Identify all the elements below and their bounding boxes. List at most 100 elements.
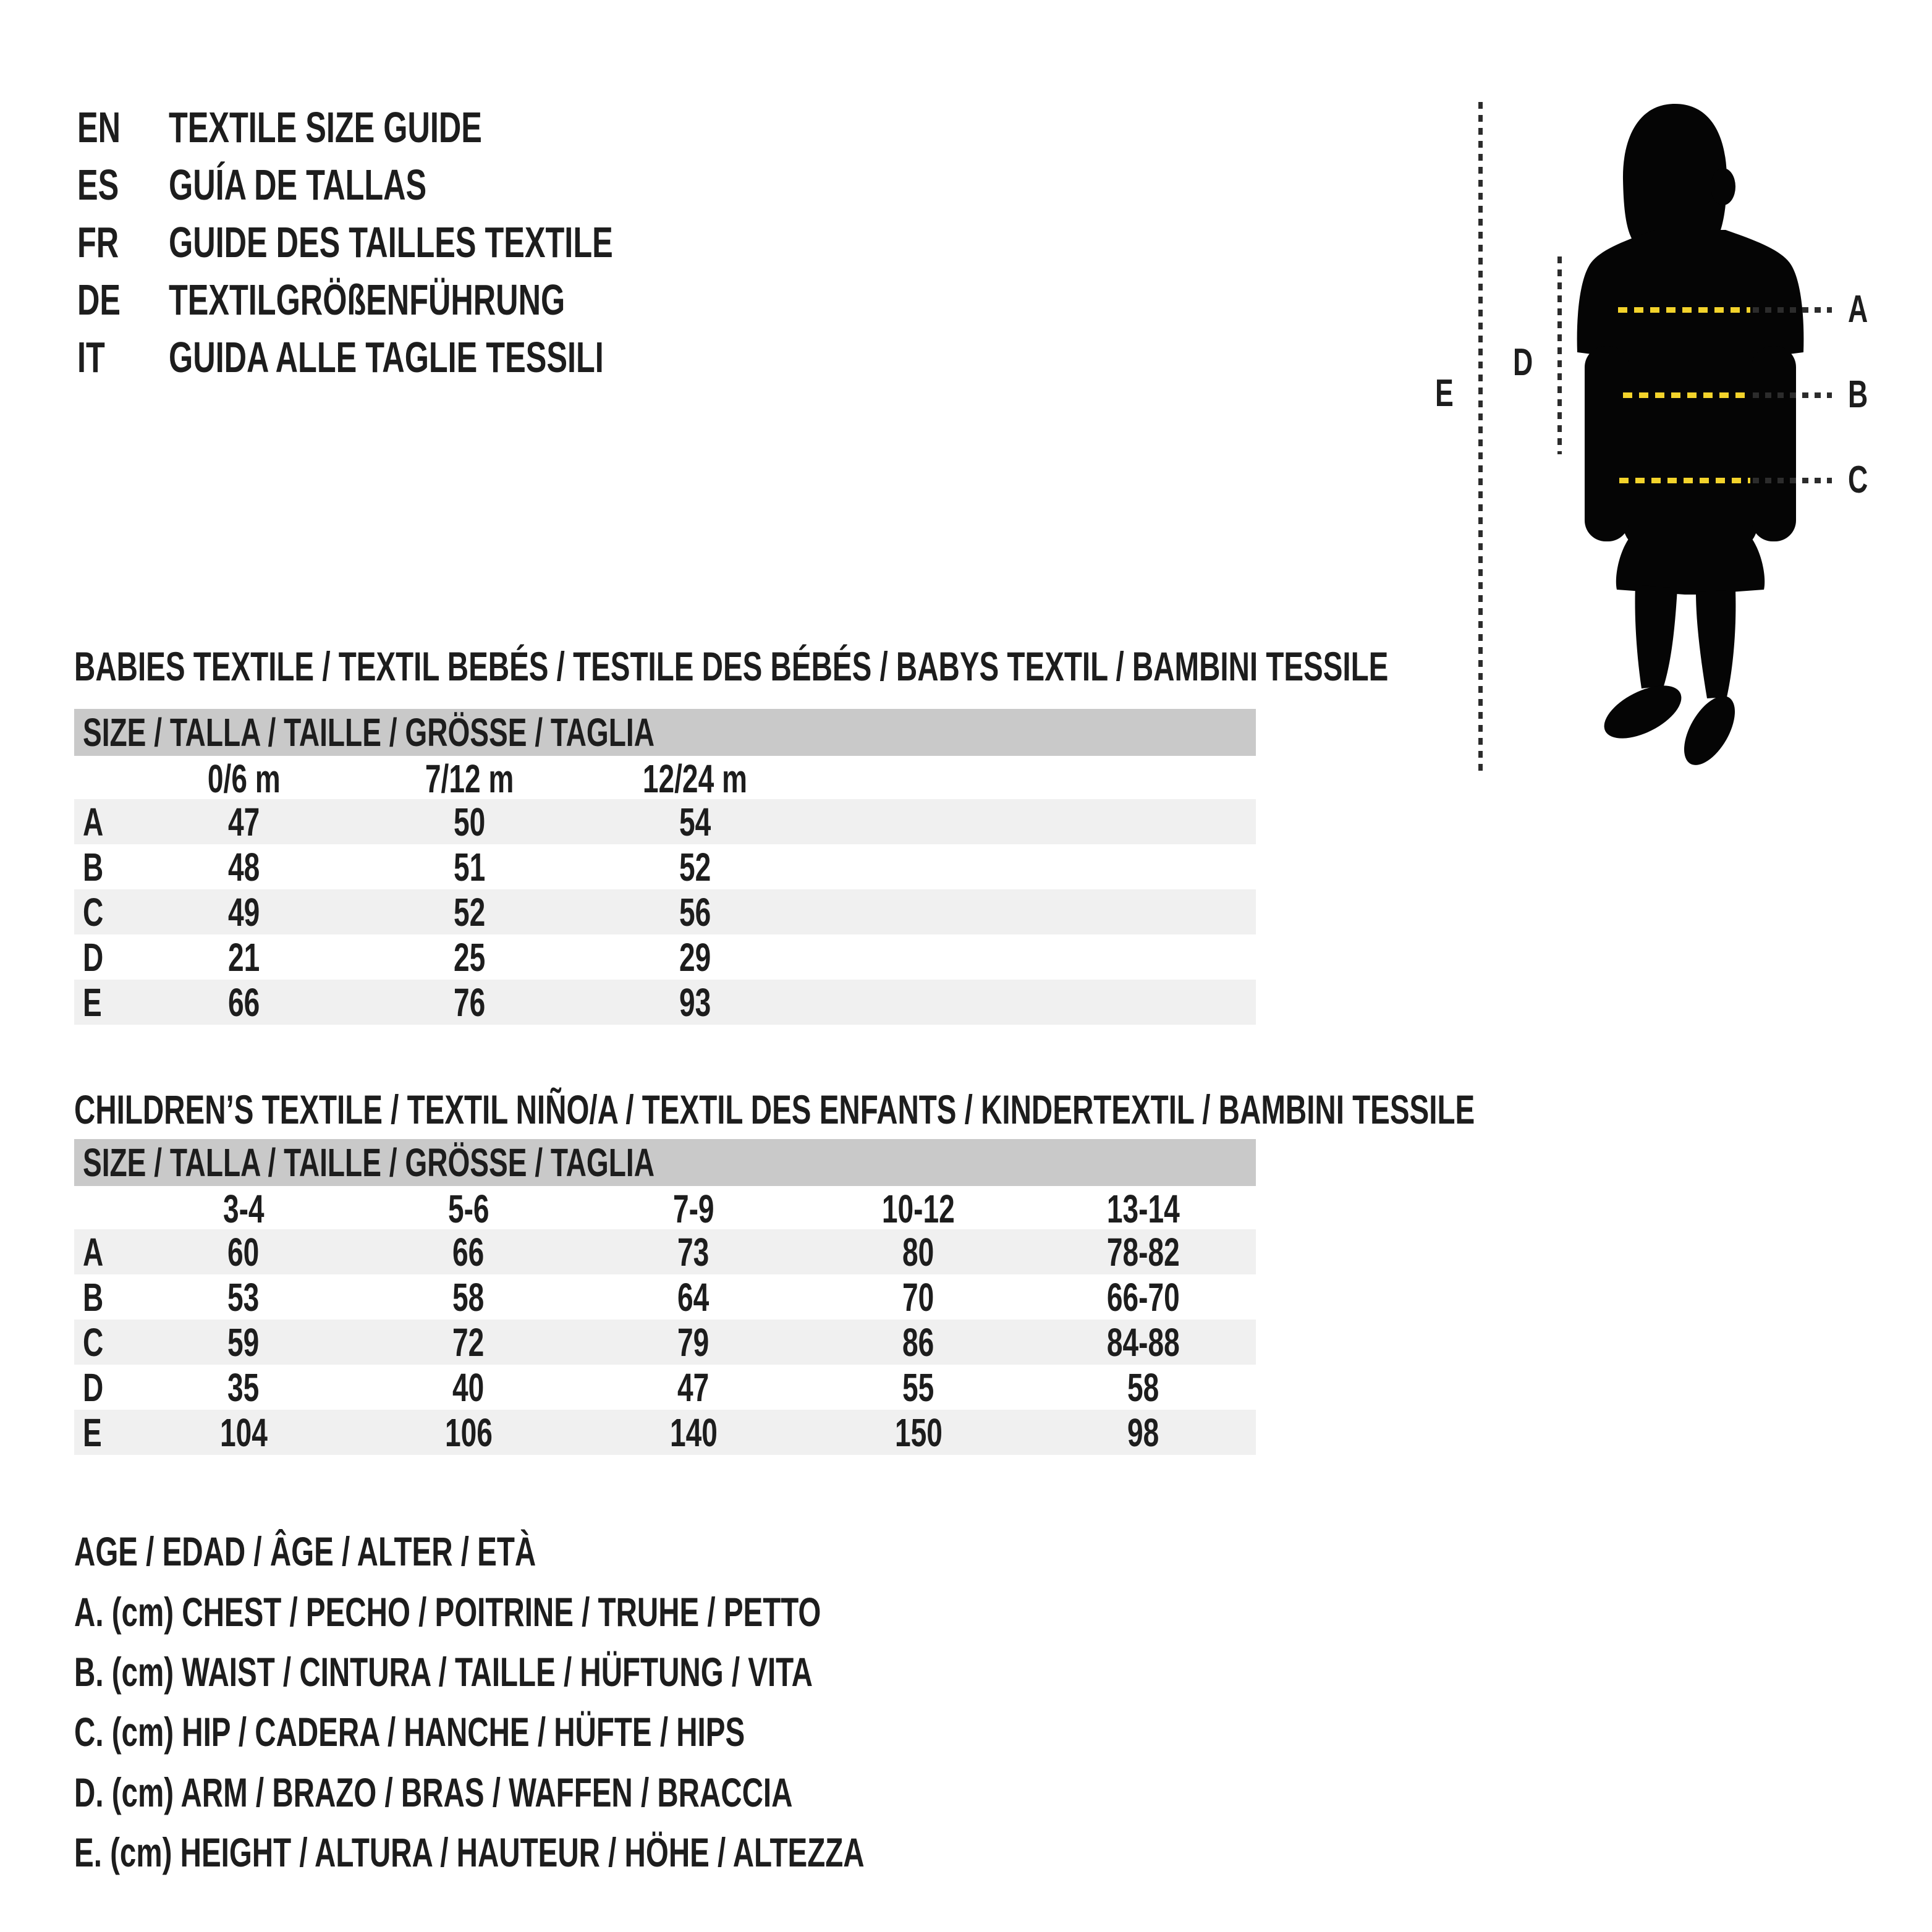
table-cell: 72	[452, 1320, 485, 1365]
legend-item-height: E. (cm) HEIGHT / ALTURA / HAUTEUR / HÖHE…	[74, 1829, 865, 1875]
table-cell: 35	[227, 1365, 260, 1410]
table-cell: 106	[444, 1410, 493, 1455]
guide-title-en: TEXTILE SIZE GUIDE	[169, 103, 482, 151]
table-cell: 53	[227, 1275, 260, 1320]
table-cell: 51	[453, 845, 486, 889]
language-code: ES	[77, 161, 119, 209]
row-label: D	[83, 1365, 104, 1410]
hip-measure-dash-yellow	[1619, 478, 1750, 483]
chest-measure-dash-dark	[1753, 307, 1832, 313]
table-cell: 64	[677, 1275, 710, 1320]
table-cell: 84-88	[1107, 1320, 1180, 1365]
arm-measure-line-d	[1557, 256, 1562, 454]
table-cell: 49	[227, 890, 260, 934]
table-cell: 52	[453, 890, 486, 934]
row-label: D	[83, 935, 104, 980]
guide-title-es: GUÍA DE TALLAS	[169, 161, 427, 209]
table-cell: 104	[219, 1410, 268, 1455]
table-cell: 150	[894, 1410, 943, 1455]
table-cell: 86	[902, 1320, 934, 1365]
row-label: B	[83, 1275, 104, 1320]
table-cell: 54	[679, 800, 711, 844]
table-cell: 47	[227, 800, 260, 844]
row-label: A	[83, 800, 104, 844]
table-cell: 47	[677, 1365, 710, 1410]
table-cell: 48	[227, 845, 260, 889]
table-cell: 140	[669, 1410, 718, 1455]
row-label: E	[83, 1410, 102, 1455]
table-cell: 29	[679, 935, 711, 980]
table-row: C 49 52 56	[74, 889, 1256, 934]
child-silhouette	[1577, 104, 1804, 765]
table-cell: 79	[677, 1320, 710, 1365]
height-measure-line-e	[1478, 102, 1483, 773]
table-cell: 50	[453, 800, 486, 844]
children-column-header: 7-9	[672, 1187, 714, 1231]
table-cell: 21	[227, 935, 260, 980]
babies-column-header: 0/6 m	[207, 756, 281, 801]
babies-size-header-bar: SIZE / TALLA / TAILLE / GRÖSSE / TAGLIA	[74, 709, 1256, 756]
measure-label-b: B	[1848, 373, 1868, 416]
babies-column-header: 12/24 m	[642, 756, 748, 801]
children-column-header: 13-14	[1107, 1187, 1180, 1231]
measure-label-e: E	[1435, 372, 1454, 415]
language-code: EN	[77, 103, 121, 151]
table-cell: 78-82	[1107, 1230, 1180, 1274]
table-cell: 66-70	[1107, 1275, 1180, 1320]
language-code: DE	[77, 276, 121, 324]
language-code: FR	[77, 218, 119, 266]
table-cell: 60	[227, 1230, 260, 1274]
waist-measure-dash-dark	[1753, 392, 1832, 398]
guide-title-it: GUIDA ALLE TAGLIE TESSILI	[169, 333, 604, 381]
table-cell: 56	[679, 890, 711, 934]
table-row: C 59 72 79 86 84-88	[74, 1320, 1256, 1365]
hip-measure-dash-dark	[1753, 478, 1832, 483]
waist-measure-dash-yellow	[1623, 392, 1750, 398]
children-table-title: CHILDREN’S TEXTILE / TEXTIL NIÑO/A / TEX…	[74, 1087, 1475, 1132]
children-column-header: 10-12	[882, 1187, 955, 1231]
table-cell: 58	[452, 1275, 485, 1320]
babies-column-header-row: 0/6 m 7/12 m 12/24 m	[74, 756, 1256, 801]
table-cell: 55	[902, 1365, 934, 1410]
table-cell: 58	[1127, 1365, 1159, 1410]
table-cell: 93	[679, 980, 711, 1025]
legend-item-waist: B. (cm) WAIST / CINTURA / TAILLE / HÜFTU…	[74, 1649, 813, 1695]
table-cell: 66	[452, 1230, 485, 1274]
guide-title-fr: GUIDE DES TAILLES TEXTILE	[169, 218, 613, 266]
legend-item-chest: A. (cm) CHEST / PECHO / POITRINE / TRUHE…	[74, 1589, 821, 1635]
table-row: D 21 25 29	[74, 934, 1256, 980]
table-cell: 73	[677, 1230, 710, 1274]
chest-measure-dash-yellow	[1618, 307, 1750, 313]
table-row: A 47 50 54	[74, 799, 1256, 844]
table-cell: 66	[227, 980, 260, 1025]
guide-title-de: TEXTILGRÖßENFÜHRUNG	[169, 276, 566, 324]
babies-table-title: BABIES TEXTILE / TEXTIL BEBÉS / TESTILE …	[74, 643, 1389, 689]
row-label: C	[83, 890, 104, 934]
table-row: B 48 51 52	[74, 844, 1256, 889]
row-label: C	[83, 1320, 104, 1365]
table-row: E 104 106 140 150 98	[74, 1410, 1256, 1455]
legend-age-line: AGE / EDAD / ÂGE / ALTER / ETÀ	[74, 1528, 536, 1574]
children-column-header: 3-4	[222, 1187, 265, 1231]
children-column-header: 5-6	[447, 1187, 489, 1231]
babies-column-header: 7/12 m	[425, 756, 514, 801]
table-row: B 53 58 64 70 66-70	[74, 1274, 1256, 1320]
legend-item-arm: D. (cm) ARM / BRAZO / BRAS / WAFFEN / BR…	[74, 1769, 793, 1815]
table-cell: 80	[902, 1230, 934, 1274]
table-cell: 40	[452, 1365, 485, 1410]
table-cell: 98	[1127, 1410, 1159, 1455]
table-cell: 76	[453, 980, 486, 1025]
children-size-header-bar: SIZE / TALLA / TAILLE / GRÖSSE / TAGLIA	[74, 1139, 1256, 1186]
table-row: E 66 76 93	[74, 980, 1256, 1025]
table-cell: 70	[902, 1275, 934, 1320]
language-code: IT	[77, 333, 105, 381]
row-label: A	[83, 1230, 104, 1274]
table-row: D 35 40 47 55 58	[74, 1365, 1256, 1410]
table-cell: 52	[679, 845, 711, 889]
row-label: E	[83, 980, 102, 1025]
table-row: A 60 66 73 80 78-82	[74, 1229, 1256, 1274]
table-cell: 59	[227, 1320, 260, 1365]
children-column-header-row: 3-4 5-6 7-9 10-12 13-14	[74, 1186, 1256, 1231]
row-label: B	[83, 845, 104, 889]
